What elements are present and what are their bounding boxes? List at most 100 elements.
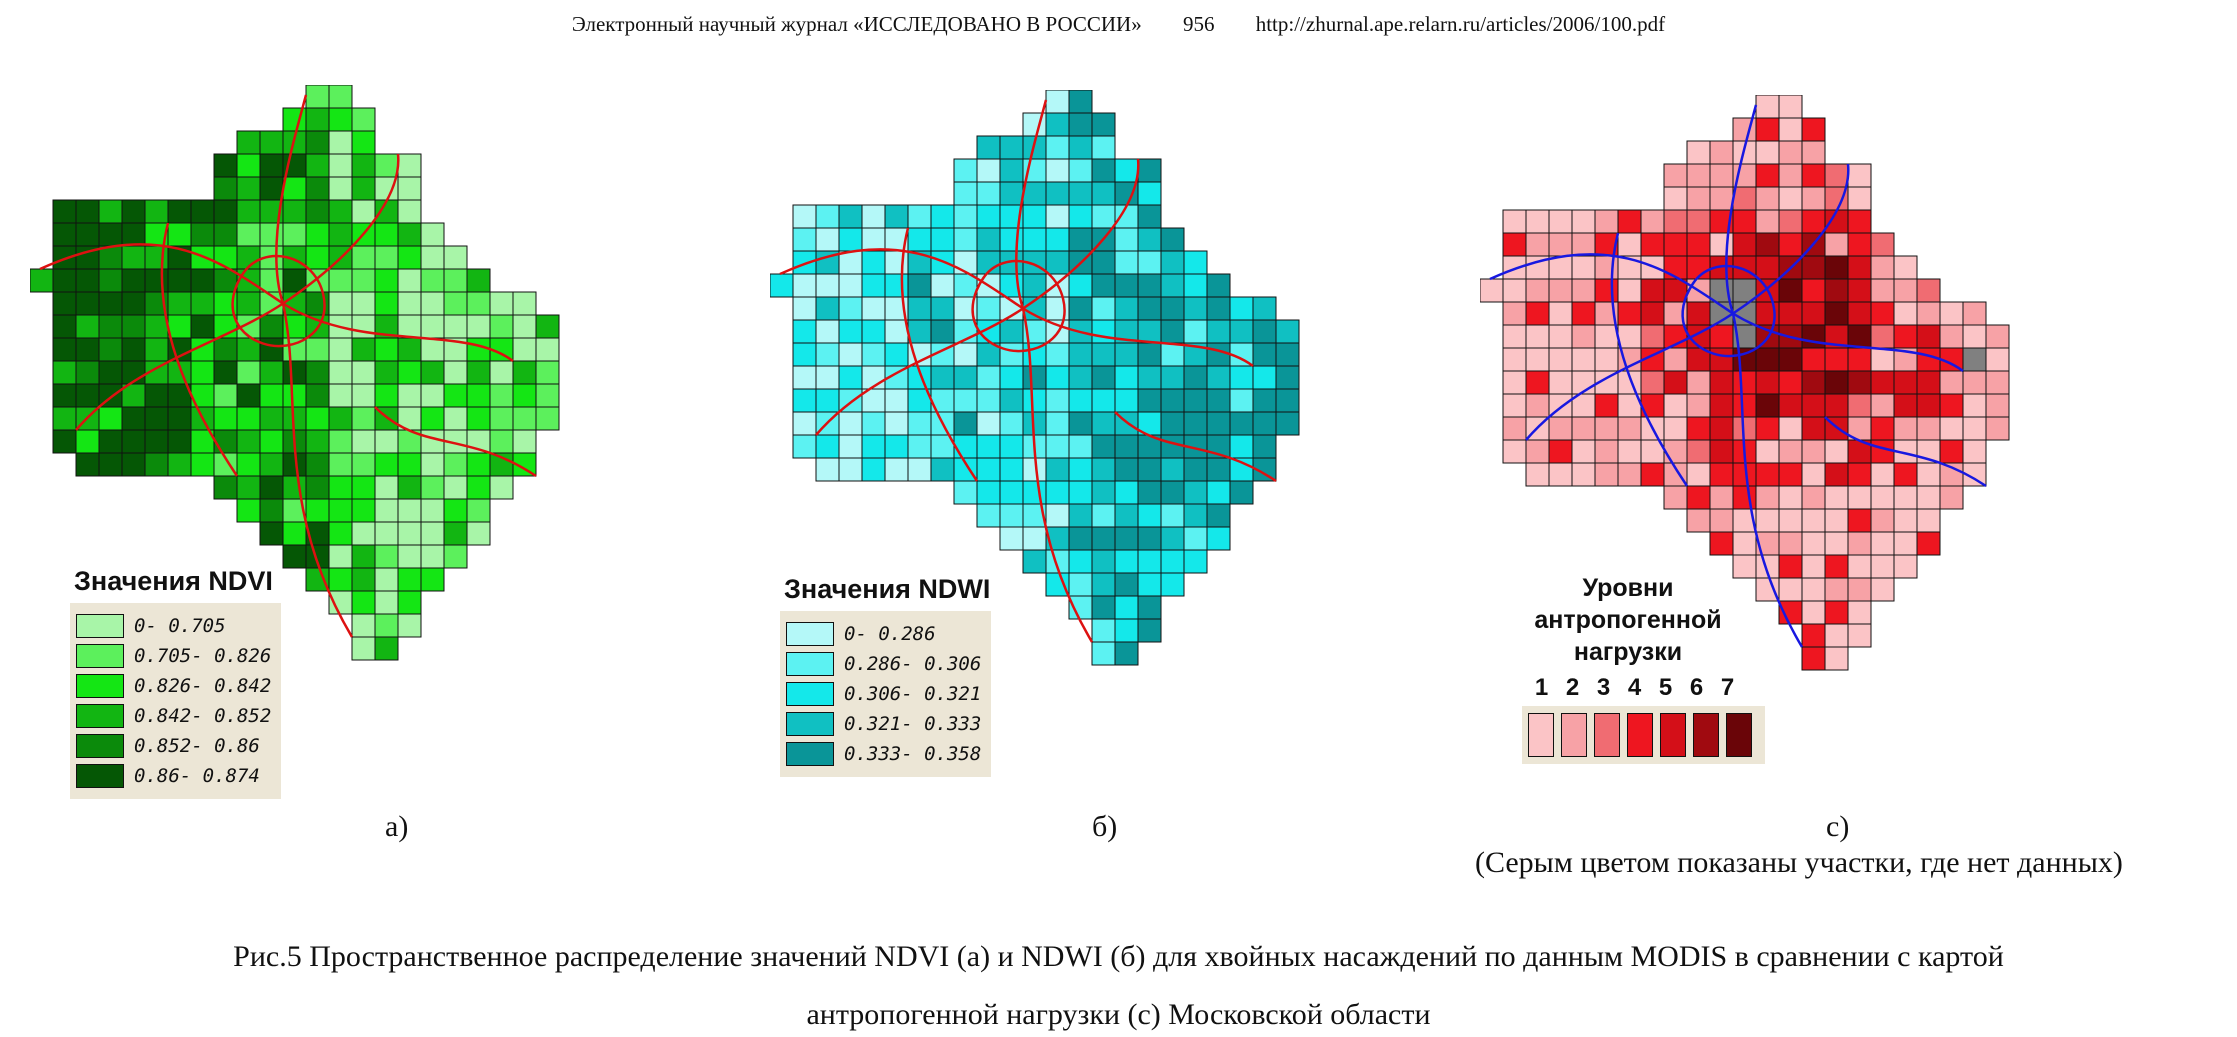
grid-cell bbox=[1732, 186, 1757, 211]
grid-cell bbox=[397, 268, 422, 293]
grid-cell bbox=[976, 135, 1001, 160]
grid-cell bbox=[1068, 112, 1093, 137]
grid-cell bbox=[489, 291, 514, 316]
grid-cell bbox=[374, 245, 399, 270]
grid-cell bbox=[1160, 480, 1185, 505]
grid-cell bbox=[1137, 365, 1162, 390]
grid-cell bbox=[1160, 227, 1185, 252]
grid-cell bbox=[1160, 526, 1185, 551]
grid-cell bbox=[1091, 595, 1116, 620]
grid-cell bbox=[397, 498, 422, 523]
grid-cell bbox=[976, 480, 1001, 505]
grid-cell bbox=[1778, 370, 1803, 395]
grid-cell bbox=[351, 498, 376, 523]
grid-cell bbox=[1068, 457, 1093, 482]
grid-cell bbox=[1778, 209, 1803, 234]
grid-cell bbox=[1847, 531, 1872, 556]
grid-cell bbox=[1824, 623, 1849, 648]
grid-cell bbox=[976, 181, 1001, 206]
grid-cell bbox=[1160, 250, 1185, 275]
grid-cell bbox=[953, 388, 978, 413]
grid-cell bbox=[52, 314, 77, 339]
grid-cell bbox=[420, 245, 445, 270]
grid-cell bbox=[792, 273, 817, 298]
grid-cell bbox=[420, 337, 445, 362]
district-boundary bbox=[1681, 264, 1776, 358]
legend-label: 0.852- 0.86 bbox=[134, 735, 260, 757]
grid-cell bbox=[1022, 365, 1047, 390]
grid-cell bbox=[838, 296, 863, 321]
grid-cell bbox=[144, 429, 169, 454]
grid-cell bbox=[351, 544, 376, 569]
grid-cell bbox=[98, 406, 123, 431]
grid-cell bbox=[1502, 324, 1527, 349]
panel-c-label: с) bbox=[1826, 810, 1850, 843]
grid-cell bbox=[930, 204, 955, 229]
grid-cell bbox=[1755, 347, 1780, 372]
grid-cell bbox=[305, 337, 330, 362]
grid-cell bbox=[512, 337, 537, 362]
grid-cell bbox=[1045, 250, 1070, 275]
grid-cell bbox=[397, 452, 422, 477]
grid-cell bbox=[1252, 365, 1277, 390]
grid-cell bbox=[1091, 112, 1116, 137]
grid-cell bbox=[1617, 462, 1642, 487]
grid-cell bbox=[1985, 393, 2010, 418]
grid-cell bbox=[1137, 572, 1162, 597]
grid-cell bbox=[1068, 549, 1093, 574]
grid-cell bbox=[1939, 324, 1964, 349]
legend-label: 0.286- 0.306 bbox=[844, 653, 982, 675]
grid-cell bbox=[1275, 388, 1300, 413]
grid-cell bbox=[815, 204, 840, 229]
grid-cell bbox=[512, 314, 537, 339]
grid-cell bbox=[1091, 273, 1116, 298]
grid-cell bbox=[52, 406, 77, 431]
level-number: 1 bbox=[1534, 674, 1549, 701]
grid-cell bbox=[1847, 324, 1872, 349]
grid-cell bbox=[1068, 296, 1093, 321]
grid-cell bbox=[1137, 480, 1162, 505]
grid-cell bbox=[815, 388, 840, 413]
grid-cell bbox=[374, 544, 399, 569]
legend-swatch bbox=[76, 764, 124, 788]
grid-cell bbox=[1160, 549, 1185, 574]
grid-cell bbox=[236, 383, 261, 408]
grid-cell bbox=[770, 273, 794, 298]
grid-cell bbox=[1916, 531, 1941, 556]
grid-cell bbox=[351, 406, 376, 431]
grid-cell bbox=[1916, 278, 1941, 303]
grid-cell bbox=[1617, 301, 1642, 326]
grid-cell bbox=[815, 365, 840, 390]
grid-cell bbox=[489, 314, 514, 339]
grid-cell bbox=[374, 452, 399, 477]
grid-cell bbox=[1686, 209, 1711, 234]
grid-cell bbox=[1778, 577, 1803, 602]
grid-cell bbox=[1663, 416, 1688, 441]
grid-cell bbox=[213, 383, 238, 408]
grid-cell bbox=[1091, 135, 1116, 160]
grid-cell bbox=[1275, 411, 1300, 436]
grid-cell bbox=[1939, 370, 1964, 395]
grid-cell bbox=[1870, 370, 1895, 395]
grid-cell bbox=[1870, 462, 1895, 487]
grid-cell bbox=[1824, 347, 1849, 372]
grid-cell bbox=[1206, 273, 1231, 298]
level-swatch bbox=[1561, 713, 1587, 757]
grid-cell bbox=[1824, 393, 1849, 418]
grid-cell bbox=[397, 245, 422, 270]
grid-cell bbox=[1847, 623, 1872, 648]
grid-cell bbox=[1686, 232, 1711, 257]
grid-cell bbox=[1183, 526, 1208, 551]
grid-cell bbox=[167, 199, 192, 224]
grid-cell bbox=[1525, 209, 1550, 234]
grid-cell bbox=[1732, 531, 1757, 556]
grid-cell bbox=[1801, 623, 1826, 648]
grid-cell bbox=[121, 199, 146, 224]
grid-cell bbox=[1525, 278, 1550, 303]
grid-cell bbox=[1091, 411, 1116, 436]
grid-cell bbox=[328, 268, 353, 293]
grid-cell bbox=[121, 337, 146, 362]
grid-cell bbox=[75, 360, 100, 385]
grid-cell bbox=[1252, 434, 1277, 459]
legend-swatch bbox=[786, 652, 834, 676]
